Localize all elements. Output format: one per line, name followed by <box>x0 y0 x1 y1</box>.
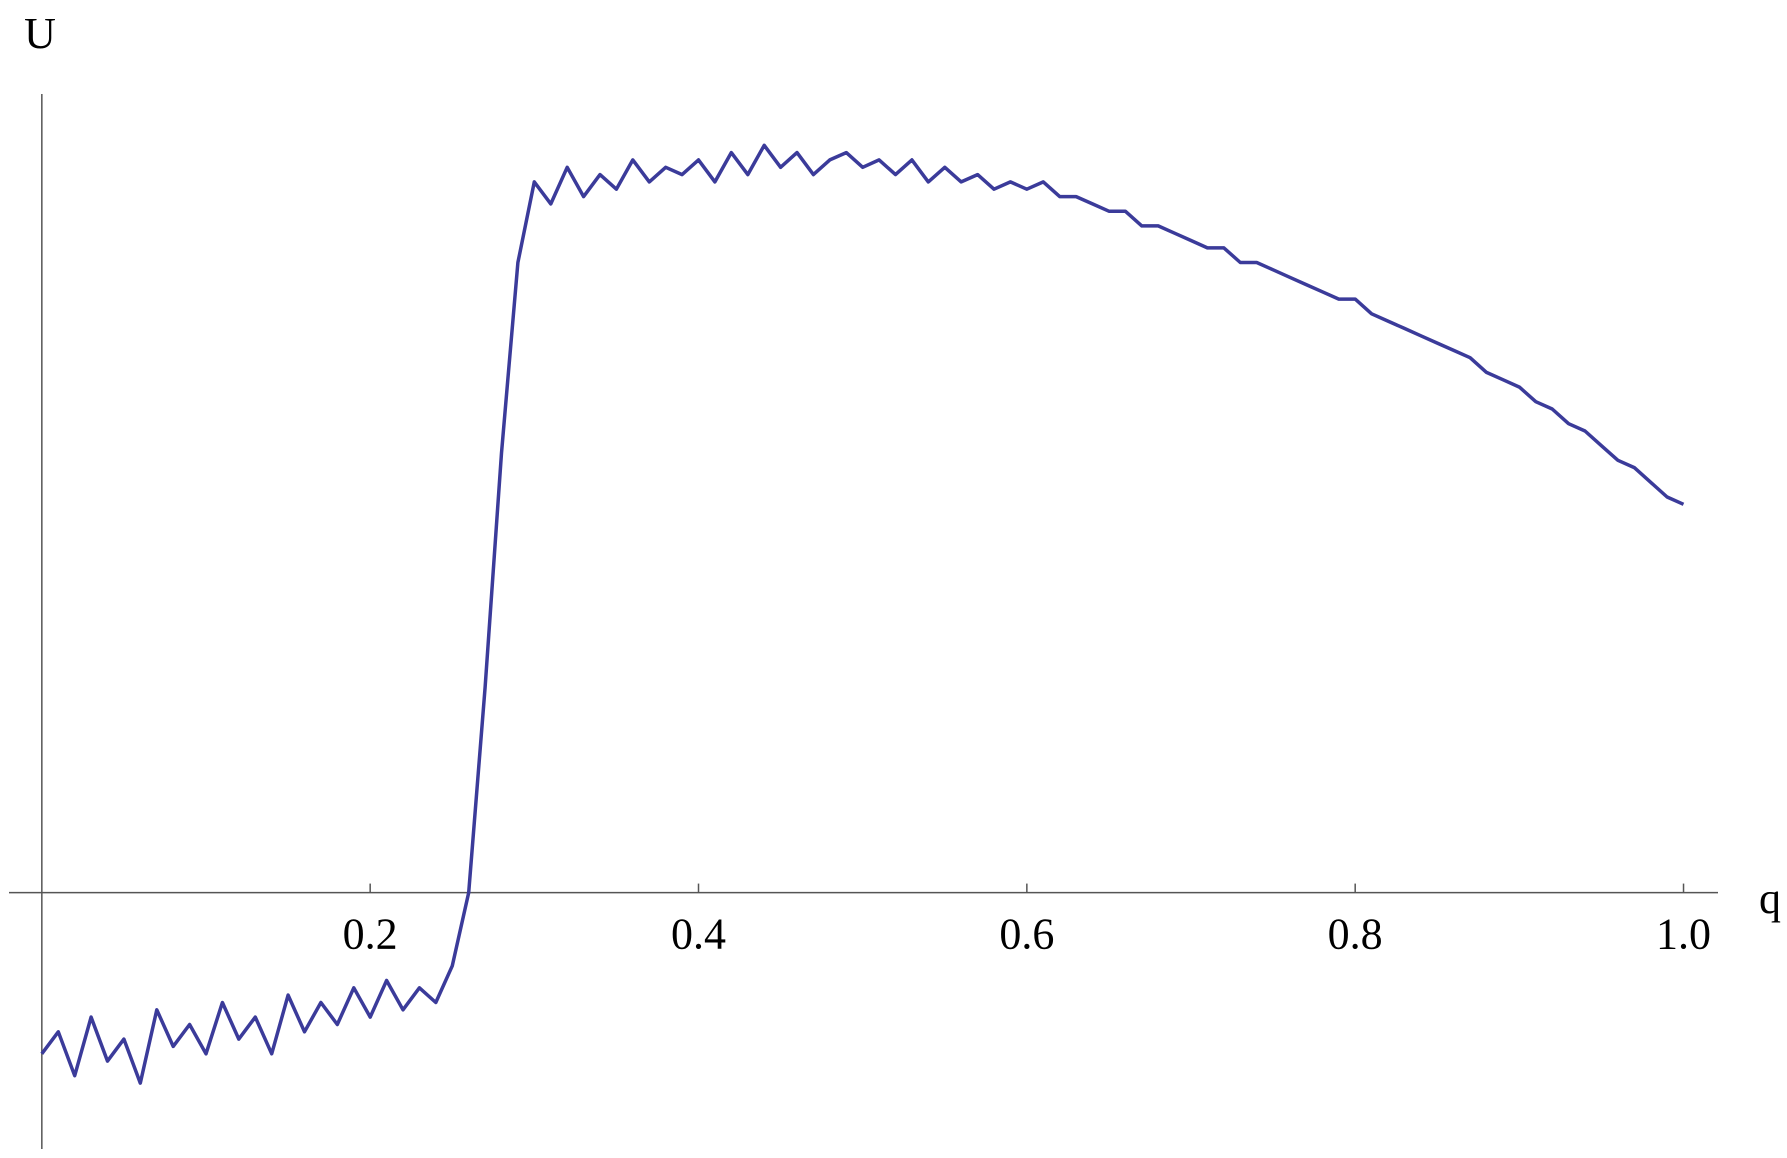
data-line <box>40 143 1685 1085</box>
x-tick-label: 0.8 <box>1328 910 1383 959</box>
x-axis-label: q <box>1759 874 1781 923</box>
y-axis-label: U <box>24 9 56 58</box>
x-tick-label: 1.0 <box>1656 910 1711 959</box>
x-tick-label: 0.2 <box>343 910 398 959</box>
x-tick-label: 0.4 <box>671 910 726 959</box>
x-tick-label: 0.6 <box>999 910 1054 959</box>
